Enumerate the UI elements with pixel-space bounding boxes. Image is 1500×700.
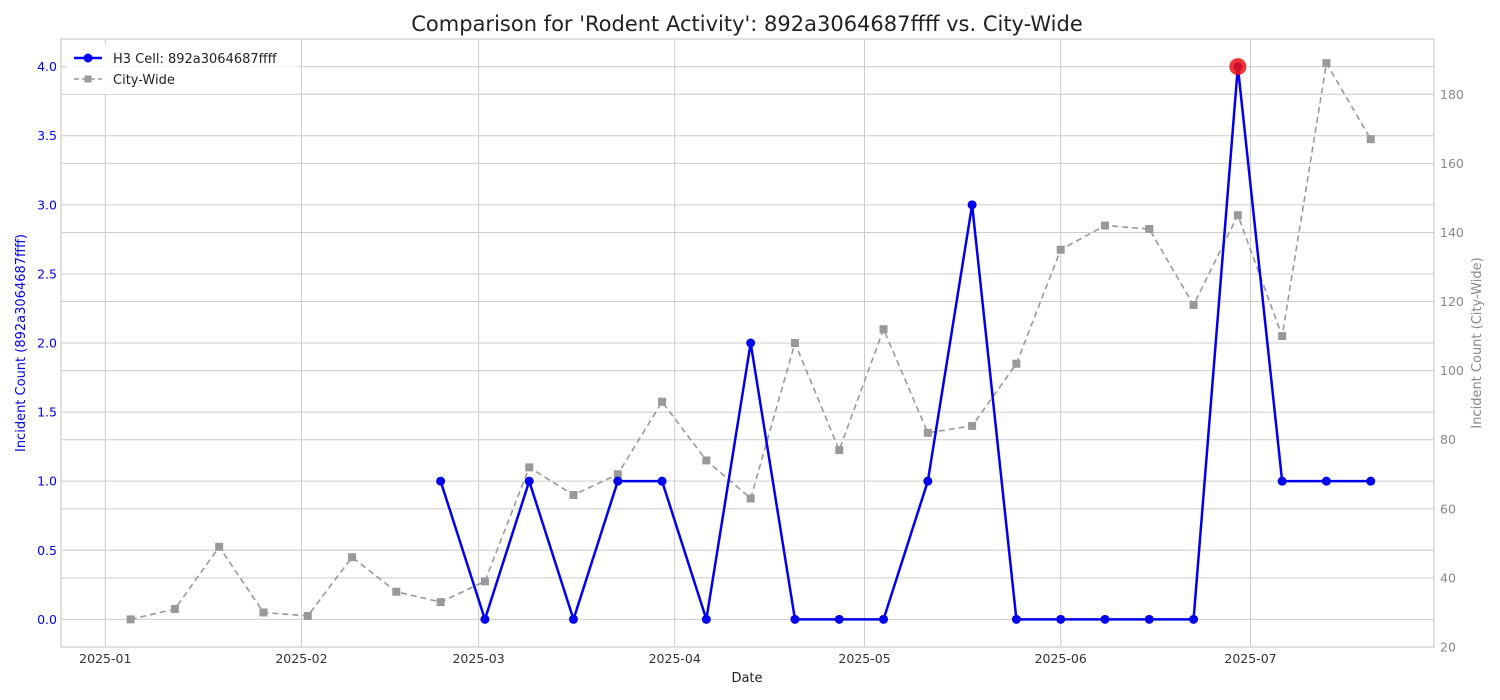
- city-wide-point: [879, 325, 888, 334]
- city-wide-point: [613, 470, 622, 479]
- right-y-tick-label: 60: [1440, 501, 1456, 516]
- city-wide-point: [259, 608, 268, 617]
- city-wide-point: [1189, 301, 1198, 309]
- city-wide-point: [436, 598, 445, 607]
- city-wide-point: [126, 615, 135, 624]
- city-wide-point: [1012, 359, 1021, 368]
- city-wide-point: [658, 397, 667, 406]
- left-y-tick-label: 2.5: [37, 266, 57, 281]
- h3-cell-point: [1056, 614, 1066, 624]
- city-wide-point: [525, 463, 534, 472]
- city-wide-point: [348, 553, 357, 562]
- left-y-axis-label: Incident Count (892a3064687ffff): [14, 234, 29, 452]
- left-y-tick-label: 4.0: [37, 59, 57, 74]
- right-y-tick-label: 120: [1440, 294, 1464, 309]
- h3-cell-point: [1321, 476, 1331, 486]
- h3-cell-point: [1100, 614, 1110, 624]
- h3-cell-point: [834, 614, 844, 624]
- city-wide-series: [126, 59, 1375, 624]
- city-wide-point: [1278, 332, 1287, 341]
- h3-cell-series: [436, 62, 1376, 624]
- right-y-tick-label: 80: [1440, 432, 1456, 447]
- right-y-tick-label: 20: [1440, 640, 1456, 655]
- h3-cell-point: [436, 476, 446, 486]
- x-tick-label: 2025-07: [1224, 651, 1276, 666]
- left-y-tick-label: 1.5: [37, 405, 57, 420]
- city-wide-point: [923, 428, 932, 437]
- left-y-tick-label: 3.5: [37, 128, 57, 143]
- grid-lines: [61, 39, 1434, 648]
- h3-cell-point: [923, 476, 933, 486]
- x-tick-label: 2025-01: [79, 651, 131, 666]
- right-y-tick-label: 100: [1440, 363, 1464, 378]
- peak-highlight: [1229, 58, 1247, 76]
- h3-cell-point: [746, 338, 756, 348]
- city-wide-point: [1322, 59, 1331, 68]
- city-wide-point: [790, 339, 799, 347]
- left-y-tick-label: 0.0: [37, 612, 57, 627]
- right-y-axis-ticks: 20 40 60 80 100 120 140 160 180: [1440, 87, 1464, 655]
- h3-cell-point: [1366, 476, 1376, 486]
- city-wide-point: [569, 491, 578, 499]
- city-wide-point: [968, 421, 977, 430]
- h3-cell-point: [613, 476, 623, 486]
- plot-frame: [60, 38, 1435, 648]
- left-y-axis-ticks: 0.0 0.5 1.0 1.5 2.0 2.5 3.0 3.5 4.0: [37, 59, 57, 627]
- city-wide-point: [1056, 245, 1065, 254]
- right-y-tick-label: 180: [1440, 87, 1464, 102]
- city-wide-point: [702, 456, 711, 465]
- h3-cell-point: [790, 614, 800, 624]
- city-wide-point: [215, 542, 224, 551]
- city-wide-point: [746, 494, 755, 503]
- legend-label-city: City-Wide: [113, 73, 175, 88]
- city-wide-point: [303, 611, 312, 620]
- legend-marker-city: [84, 75, 92, 83]
- peak-highlight-marker: [1229, 58, 1247, 76]
- h3-cell-point: [524, 476, 534, 486]
- legend-label-h3: H3 Cell: 892a3064687ffff: [113, 52, 278, 67]
- h3-cell-point: [879, 614, 889, 624]
- x-axis-ticks: 2025-01 2025-02 2025-03 2025-04 2025-05 2025-…: [79, 651, 1276, 666]
- left-y-tick-label: 1.0: [37, 474, 57, 489]
- right-y-tick-label: 140: [1440, 225, 1464, 240]
- city-wide-point: [392, 587, 401, 596]
- legend-box: [66, 44, 298, 94]
- legend-marker-h3: [83, 53, 93, 63]
- left-y-tick-label: 0.5: [37, 543, 57, 558]
- city-wide-point: [1366, 135, 1375, 144]
- h3-cell-point: [1144, 614, 1154, 624]
- city-wide-point: [480, 577, 489, 586]
- legend: H3 Cell: 892a3064687ffff City-Wide: [66, 44, 298, 94]
- right-y-tick-label: 160: [1440, 156, 1464, 171]
- city-wide-point: [1233, 211, 1242, 220]
- city-wide-point: [1145, 225, 1154, 233]
- city-wide-point: [170, 605, 179, 613]
- x-tick-label: 2025-05: [838, 651, 890, 666]
- left-y-tick-label: 2.0: [37, 336, 57, 351]
- right-y-axis-label: Incident Count (City-Wide): [1470, 257, 1485, 428]
- right-y-tick-label: 40: [1440, 570, 1456, 585]
- city-wide-line: [130, 60, 1372, 621]
- h3-cell-point: [657, 476, 667, 486]
- h3-cell-point: [967, 200, 977, 210]
- h3-cell-point: [1277, 476, 1287, 486]
- x-tick-label: 2025-03: [452, 651, 504, 666]
- x-tick-label: 2025-04: [649, 651, 701, 666]
- left-y-tick-label: 3.0: [37, 197, 57, 212]
- x-axis-label: Date: [731, 671, 762, 686]
- city-wide-point: [835, 446, 844, 455]
- h3-cell-point: [480, 614, 490, 624]
- h3-cell-line: [439, 65, 1371, 621]
- city-wide-point: [1100, 221, 1109, 230]
- h3-cell-point: [701, 614, 711, 624]
- h3-cell-point: [569, 614, 579, 624]
- x-tick-label: 2025-06: [1035, 651, 1087, 666]
- chart-title: Comparison for 'Rodent Activity': 892a30…: [411, 12, 1082, 36]
- h3-cell-point: [1189, 614, 1199, 624]
- x-tick-label: 2025-02: [275, 651, 327, 666]
- h3-cell-point: [1011, 614, 1021, 624]
